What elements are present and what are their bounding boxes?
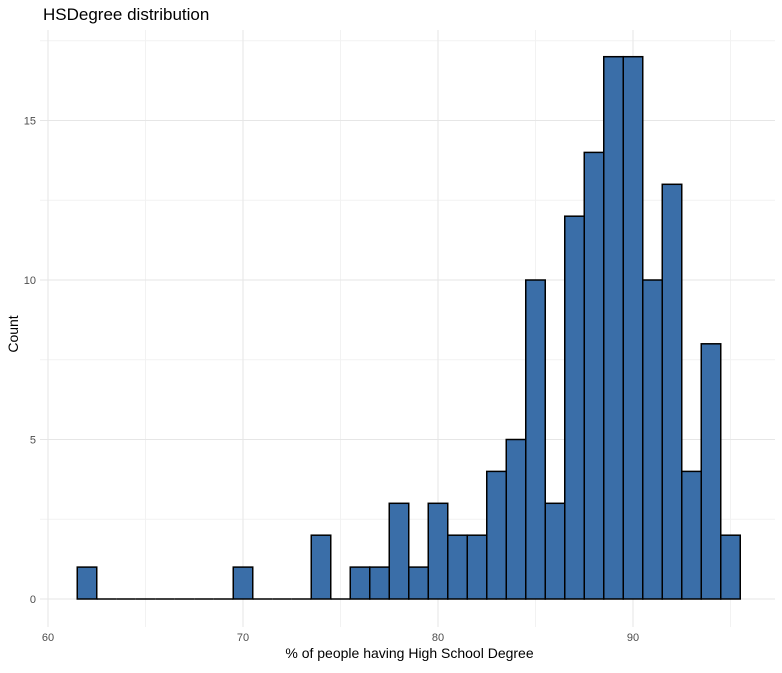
y-tick-label: 15 [24, 116, 36, 128]
histogram-bar [427, 502, 449, 600]
x-tick-label: 90 [627, 632, 639, 644]
histogram-bar [564, 215, 585, 600]
histogram-bar [603, 55, 624, 600]
y-tick-label: 0 [30, 594, 36, 606]
y-tick-label: 5 [30, 435, 36, 447]
histogram-bar [447, 534, 468, 600]
histogram-bar [466, 534, 488, 600]
histogram-bar [505, 438, 527, 600]
x-tick-label: 60 [42, 632, 54, 644]
histogram-bar [349, 566, 371, 600]
histogram-bar [642, 279, 663, 600]
histogram-bar [583, 151, 605, 600]
histogram-bar [525, 279, 546, 600]
histogram-bar [700, 343, 722, 600]
histogram-bar [681, 470, 702, 600]
y-axis-label: Count [5, 315, 21, 352]
histogram-bar [486, 470, 507, 600]
histogram-bar [661, 183, 683, 600]
y-tick-label: 10 [24, 275, 36, 287]
histogram-bar [310, 534, 332, 600]
x-tick-label: 70 [237, 632, 249, 644]
histogram-bar [544, 502, 566, 600]
chart-title: HSDegree distribution [43, 5, 209, 24]
histogram-bar [232, 566, 254, 600]
histogram-bar [622, 55, 644, 600]
histogram-bar [388, 502, 410, 600]
x-axis-label: % of people having High School Degree [285, 645, 533, 661]
histogram-bar [408, 566, 429, 600]
histogram-bar [369, 566, 390, 600]
histogram-bars [76, 55, 741, 600]
x-tick-label: 80 [432, 632, 444, 644]
histogram-bar [720, 534, 741, 600]
histogram-bar [76, 566, 98, 600]
tick-labels: 60 70 80 90 0 5 10 15 [24, 116, 639, 645]
